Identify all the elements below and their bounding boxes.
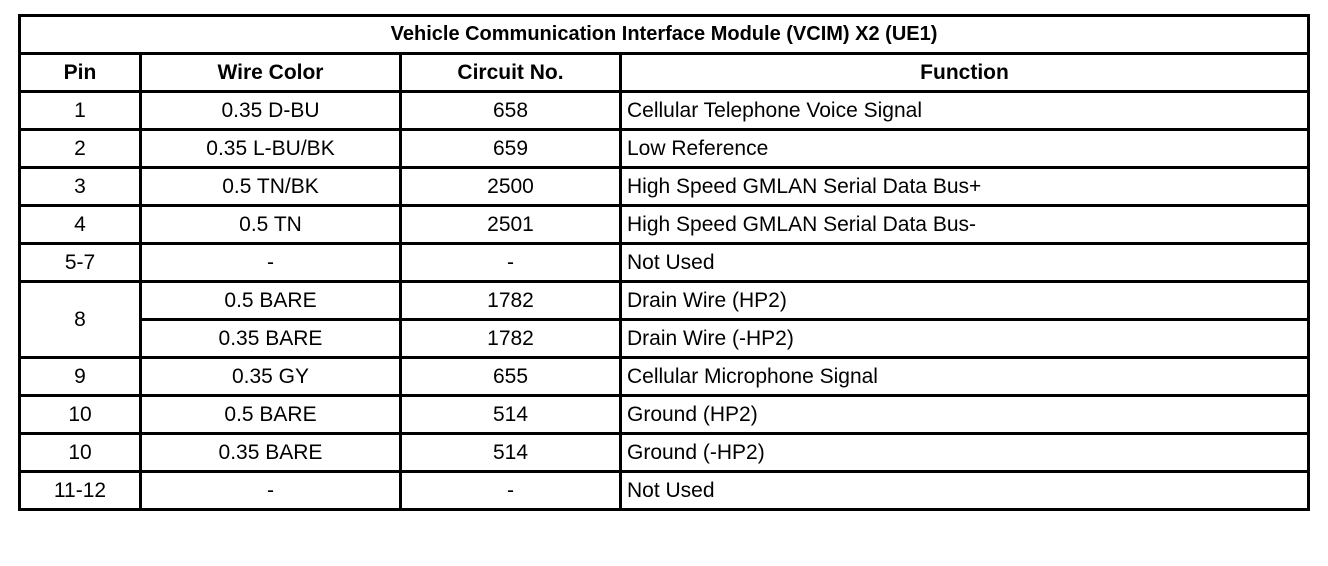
- circuit-cell: 658: [399, 90, 622, 131]
- table-row: 10 0.5 BARE 514 Ground (HP2): [18, 394, 1311, 435]
- table-title: Vehicle Communication Interface Module (…: [17, 14, 1311, 55]
- table-row: 4 0.5 TN 2501 High Speed GMLAN Serial Data …: [18, 204, 1311, 245]
- function-cell: Ground (-HP2): [618, 432, 1311, 473]
- wire-color-cell: 0.5 TN/BK: [139, 166, 402, 207]
- circuit-cell: 514: [399, 432, 622, 473]
- header-row: Pin Wire Color Circuit No. Function: [18, 52, 1311, 93]
- pin-cell: 2: [18, 128, 142, 169]
- wire-color-cell: 0.35 L-BU/BK: [139, 128, 402, 169]
- circuit-cell: 1782: [399, 280, 622, 321]
- function-cell: Ground (HP2): [618, 394, 1311, 435]
- table-row: 2 0.35 L-BU/BK 659 Low Reference: [18, 128, 1311, 169]
- pin-cell: 5-7: [18, 242, 142, 283]
- table-row: 3 0.5 TN/BK 2500 High Speed GMLAN Serial Da…: [18, 166, 1311, 207]
- circuit-cell: 655: [399, 356, 622, 397]
- function-cell: Cellular Microphone Signal: [618, 356, 1311, 397]
- connector-pinout-table: Vehicle Communication Interface Module (…: [17, 14, 1311, 511]
- header-circuit: Circuit No.: [399, 52, 622, 93]
- function-cell: High Speed GMLAN Serial Data Bus-: [618, 204, 1311, 245]
- circuit-cell: 2501: [399, 204, 622, 245]
- function-cell: Not Used: [618, 242, 1311, 283]
- wire-color-cell: -: [139, 470, 402, 511]
- circuit-cell: -: [399, 470, 622, 511]
- table-row: 1 0.35 D-BU 658 Cellular Telephone Voice Si…: [18, 90, 1311, 131]
- header-wire-color: Wire Color: [139, 52, 402, 93]
- function-cell: Cellular Telephone Voice Signal: [618, 90, 1311, 131]
- table-row: 0.35 BARE 1782 Drain Wire (-HP2): [20, 318, 1311, 359]
- table-row: 10 0.35 BARE 514 Ground (-HP2): [18, 432, 1311, 473]
- function-cell: High Speed GMLAN Serial Data Bus+: [618, 166, 1311, 207]
- wire-color-cell: 0.35 GY: [139, 356, 402, 397]
- pin-cell: 11-12: [18, 470, 142, 511]
- pin-cell: 1: [18, 90, 142, 131]
- circuit-cell: 1782: [399, 318, 622, 359]
- circuit-cell: 659: [399, 128, 622, 169]
- wire-color-cell: 0.5 TN: [139, 204, 402, 245]
- header-function: Function: [618, 52, 1311, 93]
- pin-cell: 10: [18, 394, 142, 435]
- table-row: 8 0.5 BARE 1782 Drain Wire (HP2): [18, 280, 1311, 359]
- function-cell: Drain Wire (-HP2): [618, 318, 1311, 359]
- pin-cell: 9: [18, 356, 142, 397]
- function-cell: Not Used: [618, 470, 1311, 511]
- wire-color-cell: 0.35 BARE: [139, 318, 402, 359]
- header-pin: Pin: [18, 52, 142, 93]
- table-row: 5-7- - Not Used: [18, 242, 1311, 283]
- pin-cell: 10: [18, 432, 142, 473]
- wire-color-cell: 0.35 BARE: [139, 432, 402, 473]
- pin-cell: 4: [18, 204, 142, 245]
- wire-color-cell: -: [139, 242, 402, 283]
- circuit-cell: 2500: [399, 166, 622, 207]
- wire-color-cell: 0.5 BARE: [139, 280, 402, 321]
- function-cell: Low Reference: [618, 128, 1311, 169]
- pin-cell: 8: [18, 280, 142, 359]
- circuit-cell: 514: [399, 394, 622, 435]
- circuit-cell: -: [399, 242, 622, 283]
- title-row: Vehicle Communication Interface Module (…: [17, 14, 1311, 55]
- function-cell: Drain Wire (HP2): [618, 280, 1311, 321]
- wire-color-cell: 0.35 D-BU: [139, 90, 402, 131]
- wire-color-cell: 0.5 BARE: [139, 394, 402, 435]
- table-row: 9 0.35 GY 655 Cellular Microphone Signal: [18, 356, 1311, 397]
- table-row: 11-12- - Not Used: [18, 470, 1311, 511]
- pin-cell: 3: [18, 166, 142, 207]
